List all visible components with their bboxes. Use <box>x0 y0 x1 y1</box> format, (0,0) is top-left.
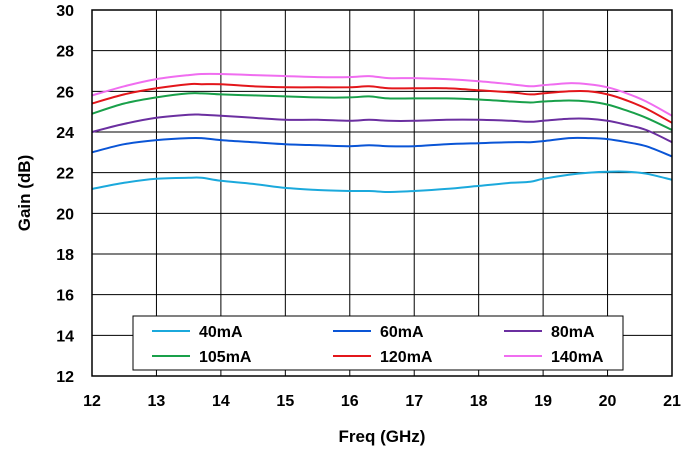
legend: 40mA 60mA 80mA 105mA 120mA 140mA <box>132 315 624 371</box>
legend-label: 120mA <box>380 349 433 366</box>
x-axis-label: Freq (GHz) <box>339 427 426 446</box>
y-axis-ticks: 12 14 16 18 20 22 24 26 28 30 <box>56 3 74 386</box>
series-line-80mA <box>91 113 673 144</box>
series-line-120mA <box>91 82 673 124</box>
series-line-60mA <box>91 136 673 158</box>
series-line-40mA <box>91 170 673 194</box>
legend-box <box>132 315 624 371</box>
y-tick-label: 20 <box>56 206 74 223</box>
y-tick-label: 18 <box>56 247 74 264</box>
legend-label: 40mA <box>199 324 243 341</box>
legend-label: 105mA <box>199 349 252 366</box>
y-tick-label: 24 <box>56 125 74 142</box>
series-line-105mA <box>91 92 673 131</box>
y-tick-label: 12 <box>56 369 74 386</box>
y-tick-label: 30 <box>56 3 74 20</box>
x-tick-label: 14 <box>212 393 230 410</box>
y-tick-label: 26 <box>56 84 74 101</box>
x-tick-label: 15 <box>276 393 294 410</box>
x-tick-label: 12 <box>83 393 101 410</box>
x-tick-label: 20 <box>599 393 617 410</box>
y-tick-label: 28 <box>56 44 74 61</box>
x-axis-ticks: 12 13 14 15 16 17 18 19 20 21 <box>83 393 681 410</box>
y-tick-label: 16 <box>56 288 74 305</box>
x-tick-label: 13 <box>148 393 166 410</box>
series-lines <box>91 72 673 194</box>
x-tick-label: 18 <box>470 393 488 410</box>
x-tick-label: 16 <box>341 393 359 410</box>
y-tick-label: 22 <box>56 166 74 183</box>
x-tick-label: 17 <box>405 393 423 410</box>
plot-area-frame <box>91 9 673 377</box>
series-line-140mA <box>91 72 673 117</box>
legend-label: 60mA <box>380 324 424 341</box>
y-axis-label: Gain (dB) <box>15 155 34 232</box>
legend-label: 140mA <box>551 349 604 366</box>
legend-label: 80mA <box>551 324 595 341</box>
y-tick-label: 14 <box>56 328 74 345</box>
x-tick-label: 21 <box>663 393 681 410</box>
x-tick-label: 19 <box>534 393 552 410</box>
